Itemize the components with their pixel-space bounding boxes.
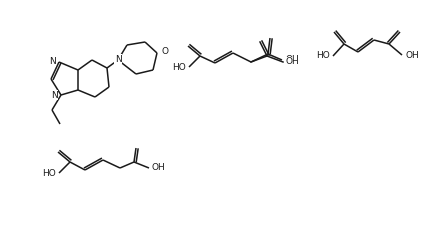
- Text: HO: HO: [42, 168, 56, 178]
- Text: OH: OH: [405, 50, 419, 59]
- Text: N: N: [51, 91, 58, 99]
- Text: N: N: [114, 54, 122, 64]
- Text: HO: HO: [172, 62, 186, 72]
- Text: O: O: [161, 47, 168, 57]
- Text: HO: HO: [316, 52, 330, 61]
- Text: OH: OH: [286, 57, 300, 67]
- Text: OH: OH: [152, 163, 166, 173]
- Text: N: N: [49, 57, 56, 67]
- Text: OH: OH: [285, 55, 299, 64]
